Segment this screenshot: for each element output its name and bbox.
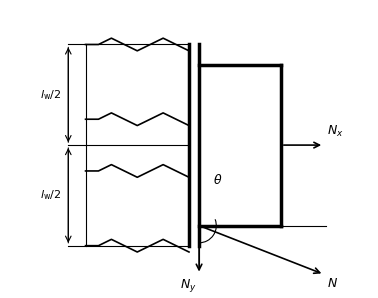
Text: $N_y$: $N_y$ xyxy=(180,277,196,294)
Text: $N_x$: $N_x$ xyxy=(327,124,344,139)
Text: $N$: $N$ xyxy=(327,277,338,290)
Text: $l_{\rm w}/2$: $l_{\rm w}/2$ xyxy=(40,188,62,202)
Text: $\theta$: $\theta$ xyxy=(213,173,222,187)
Text: $l_{\rm w}/2$: $l_{\rm w}/2$ xyxy=(40,88,62,102)
